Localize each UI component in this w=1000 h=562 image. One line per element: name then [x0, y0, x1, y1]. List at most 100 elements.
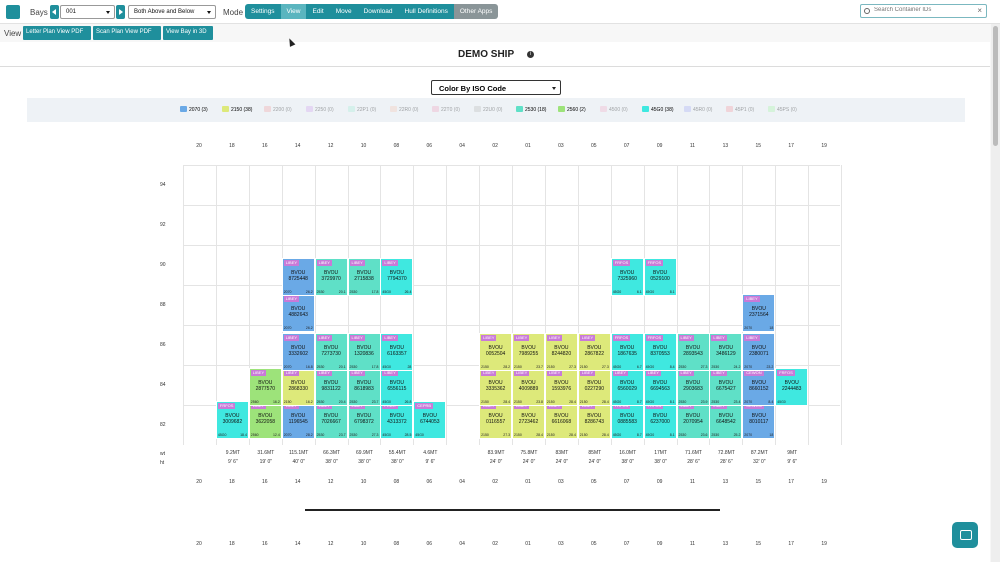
legend-item-22R0[interactable]: 22R0 (0) — [390, 106, 418, 113]
container-cell[interactable]: FRFOS BVOU 0529100 45G0 8.1 — [643, 258, 677, 296]
container-cell[interactable]: LIBEY BVOU 3729970 2530 20.1 — [314, 258, 348, 296]
container-cell[interactable]: FRFOS BVOU 8370553 45G0 8.4 — [643, 333, 677, 371]
legend-item-22P1[interactable]: 22P1 (0) — [348, 106, 376, 113]
grid-line — [577, 165, 579, 445]
legend-item-22T0[interactable]: 22T0 (0) — [432, 106, 460, 113]
mode-view-button[interactable]: View — [280, 4, 307, 19]
container-cell[interactable]: LIBEY BVOU 2903683 2530 23.9 — [676, 368, 710, 406]
legend-item-2250[interactable]: 2250 (0) — [306, 106, 334, 113]
stack-weight: 31.6MT — [257, 450, 275, 456]
view-bay-3d-button[interactable]: View Bay in 3D — [163, 26, 213, 40]
container-cell[interactable]: LIBEY BVOU 3332602 2070 16.8 — [281, 333, 315, 371]
container-cell[interactable]: LIBEY BVOU 8244820 2150 27.3 — [544, 333, 578, 371]
color-mode-select[interactable]: Color By ISO Code — [431, 80, 561, 95]
bay-plan-sheet — [0, 42, 990, 562]
container-cell[interactable]: LIBEY BVOU 7273730 2530 20.1 — [314, 333, 348, 371]
port-tag: CEPRB — [415, 403, 434, 409]
container-cell[interactable]: LIBEY BVOU 6556115 45G0 26.8 — [380, 368, 414, 406]
prev-bay-button[interactable] — [50, 5, 59, 19]
mode-other-apps-button[interactable]: Other Apps — [453, 4, 499, 19]
container-cell[interactable]: LIBEY BVOU 2877570 2560 16.2 — [248, 368, 282, 406]
container-cell[interactable]: LIBEY BVOU 0227290 2150 28.4 — [577, 368, 611, 406]
search-input[interactable] — [874, 7, 974, 13]
scrollbar-thumb[interactable] — [993, 26, 998, 146]
container-cell[interactable]: LIBEY BVOU 2868330 2150 16.2 — [281, 368, 315, 406]
container-cell[interactable]: LIBEY BVOU 2715838 2530 17.8 — [347, 258, 381, 296]
container-cell[interactable]: LIBEY BVOU 1593976 2150 28.4 — [544, 368, 578, 406]
container-cell[interactable]: LIBEY BVOU 6694563 45G0 8.1 — [643, 368, 677, 406]
container-cell[interactable]: LIBEY BVOU 9831122 2530 20.4 — [314, 368, 348, 406]
container-cell[interactable]: LIBEY BVOU 1320836 2530 17.8 — [347, 333, 381, 371]
container-cell[interactable]: LIBEY BVOU 7989255 2150 23.7 — [512, 333, 545, 371]
iso-code: 2530 — [316, 365, 325, 369]
legend-item-45P1[interactable]: 45P1 (0) — [726, 106, 754, 113]
container-cell[interactable]: CEWON BVOU 8660152 2070 8.4 — [742, 368, 776, 406]
legend-item-45R0[interactable]: 45R0 (0) — [684, 106, 712, 113]
container-cell[interactable]: LIBEY BVOU 6163357 45G0 28 — [380, 333, 414, 371]
container-cell[interactable]: FRFOS BVOU 3009682 45G0 18.4 — [215, 401, 249, 439]
container-cell[interactable]: LIBEY BVOU 2867822 2150 27.3 — [577, 333, 611, 371]
iso-code: 2070 — [744, 433, 753, 437]
legend-item-45PS[interactable]: 45PS (0) — [768, 106, 797, 113]
container-id: BVOU 6694563 — [650, 380, 670, 392]
mode-move-button[interactable]: Move — [329, 4, 358, 19]
position-select[interactable]: Both Above and Below — [128, 5, 216, 19]
letter-plan-pdf-button[interactable]: Letter Plan View PDF — [23, 26, 91, 40]
scan-plan-pdf-button[interactable]: Scan Plan View PDF — [93, 26, 161, 40]
container-cell[interactable]: FRFOS BVOU 1867635 45G0 6.7 — [610, 333, 644, 371]
chat-icon[interactable] — [952, 522, 978, 548]
container-cell[interactable]: LIBEY BVOU 0052504 2150 28.2 — [479, 333, 513, 371]
stack-height: 40' 0" — [292, 459, 305, 465]
top-toolbar: Bays 001 Both Above and Below Mode Setti… — [0, 0, 1000, 24]
info-icon[interactable]: i — [527, 51, 534, 58]
app-logo-icon[interactable] — [6, 5, 20, 19]
container-cell[interactable]: LIBEY BVOU 2380071 2070 23.2 — [742, 333, 776, 371]
legend-item-2530[interactable]: 2530 (18) — [516, 106, 546, 113]
clear-search-icon[interactable]: × — [977, 6, 982, 15]
legend-item-2560[interactable]: 2560 (2) — [558, 106, 586, 113]
container-cell[interactable]: LIBEY BVOU 2893543 2530 27.3 — [676, 333, 710, 371]
legend-item-45G0[interactable]: 45G0 (38) — [642, 106, 674, 113]
container-cell[interactable]: LIBEY BVOU 4882643 2070 26.2 — [281, 294, 315, 332]
legend-item-4500[interactable]: 4500 (0) — [600, 106, 628, 113]
container-cell[interactable]: FRFOS BVOU 2244483 45G0 — [775, 368, 809, 406]
legend-item-2150[interactable]: 2150 (38) — [222, 106, 252, 113]
legend-item-2200[interactable]: 2200 (0) — [264, 106, 292, 113]
container-cell[interactable]: LIBEY BVOU 4009889 2150 23.8 — [512, 368, 545, 406]
mode-settings-button[interactable]: Settings — [245, 4, 281, 19]
container-cell[interactable]: LIBEY BVOU 3486129 2530 24.2 — [709, 333, 743, 371]
scrollbar[interactable] — [991, 24, 1000, 562]
container-cell[interactable]: LIBEY BVOU 6675427 2530 23.4 — [709, 368, 743, 406]
mode-hull-definitions-button[interactable]: Hull Definitions — [398, 4, 454, 19]
container-cell[interactable]: LIBEY BVOU 3335362 2150 28.4 — [479, 368, 513, 406]
container-cell[interactable]: LIBEY BVOU 8618983 2530 23.7 — [347, 368, 381, 406]
legend-item-2070[interactable]: 2070 (3) — [180, 106, 208, 113]
container-cell[interactable]: LIBEY BVOU 7794370 45G0 26.4 — [380, 258, 414, 296]
container-cell[interactable]: CEPRB BVOU 6744053 45G0 — [413, 401, 447, 439]
legend-item-22U0[interactable]: 22U0 (0) — [474, 106, 502, 113]
container-cell[interactable]: LIBEY BVOU 2371564 2070 18 — [742, 294, 776, 332]
next-bay-button[interactable] — [116, 5, 125, 19]
mode-download-button[interactable]: Download — [357, 4, 399, 19]
mode-edit-button[interactable]: Edit — [306, 4, 330, 19]
legend-swatch — [768, 106, 775, 112]
container-cell[interactable]: LIBEY BVOU 6560029 45G0 8.7 — [610, 368, 644, 406]
container-cell[interactable]: LIBEY BVOU 8725448 2070 26.2 — [281, 258, 315, 296]
iso-code: 2530 — [678, 365, 687, 369]
bay-select[interactable]: 001 — [60, 5, 115, 19]
container-cell[interactable]: FRFOS BVOU 7325960 45G0 6.1 — [610, 258, 644, 296]
